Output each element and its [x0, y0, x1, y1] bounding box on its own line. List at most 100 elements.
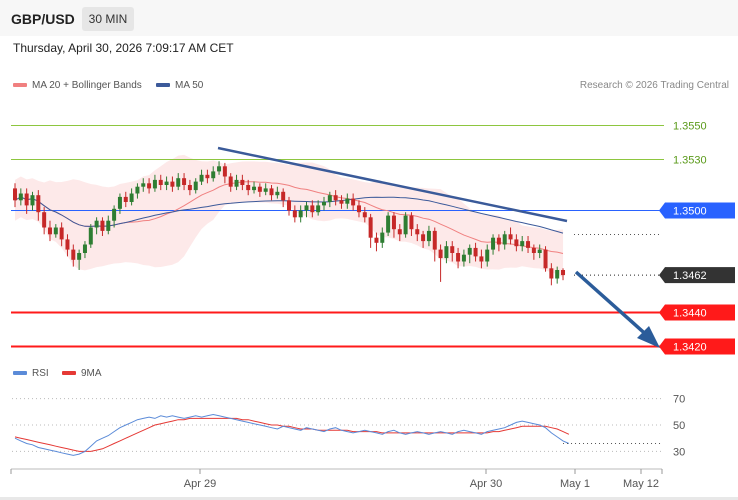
- legend-9ma: 9MA: [62, 368, 102, 379]
- candle-body: [450, 246, 455, 253]
- rsi-panel: 70 50 30: [12, 394, 685, 458]
- candle-body: [129, 193, 134, 202]
- candle-body: [345, 198, 350, 204]
- support-label-pointer-icon: [659, 338, 665, 355]
- candle-body: [269, 188, 274, 196]
- support-label: 1.3440: [673, 308, 707, 320]
- legend-ma20: MA 20 + Bollinger Bands: [13, 80, 142, 91]
- candle-body: [36, 195, 41, 213]
- candle-body: [421, 234, 426, 242]
- candle-body: [246, 185, 251, 191]
- candle-body: [182, 178, 187, 185]
- candle-body: [82, 244, 87, 253]
- x-tick-label: Apr 29: [184, 478, 216, 490]
- candle-body: [164, 181, 169, 185]
- candle-body: [426, 230, 431, 242]
- candle-body: [304, 205, 309, 211]
- candle-body: [380, 232, 385, 243]
- candle-body: [555, 270, 560, 279]
- support-label: 1.3420: [673, 342, 707, 354]
- candle-body: [100, 220, 105, 231]
- candle-body: [240, 179, 245, 185]
- datetime-label: Thursday, April 30, 2026 7:09:17 AM CET: [13, 41, 234, 55]
- candle-body: [444, 246, 449, 259]
- bottom-border: [0, 497, 738, 500]
- resistance-label: 1.3530: [673, 155, 707, 167]
- bollinger-band-layer: [15, 154, 564, 278]
- candle-body: [374, 237, 379, 243]
- candle-body: [257, 186, 262, 192]
- candle-body: [520, 241, 525, 247]
- candle-body: [508, 234, 513, 240]
- pivot-label-box: [665, 202, 735, 219]
- legend-ma50: MA 50: [156, 80, 203, 91]
- candle-body: [287, 200, 292, 211]
- candle-body: [170, 181, 175, 187]
- candle-body: [362, 212, 367, 218]
- candle-body: [205, 174, 210, 179]
- candle-body: [158, 179, 163, 185]
- candle-body: [351, 198, 356, 206]
- candle-body: [135, 186, 140, 194]
- candle-body: [147, 183, 152, 189]
- candle-body: [479, 256, 484, 262]
- candle-body: [199, 174, 204, 182]
- candles-layer: [13, 161, 566, 286]
- trendline: [217, 146, 568, 223]
- candle-body: [316, 205, 321, 213]
- rsi-tick-label: 50: [673, 420, 685, 432]
- candle-body: [491, 237, 496, 250]
- x-tick-label: Apr 30: [470, 478, 502, 490]
- candle-body: [117, 196, 122, 209]
- last-price-label: 1.3462: [673, 270, 707, 282]
- candle-body: [391, 215, 396, 230]
- rsi-legend-label: RSI: [32, 368, 49, 379]
- research-credit: Research © 2026 Trading Central: [579, 80, 729, 91]
- candle-body: [502, 234, 507, 245]
- candle-body: [473, 247, 478, 257]
- candle-body: [386, 215, 391, 233]
- candle-body: [193, 181, 198, 191]
- candle-body: [59, 227, 64, 240]
- candle-body: [461, 254, 466, 262]
- candle-body: [252, 186, 257, 191]
- x-tick-label: May 1: [560, 478, 590, 490]
- candle-body: [438, 249, 443, 259]
- candle-body: [18, 193, 23, 201]
- candle-body: [397, 229, 402, 235]
- ma9-legend-label: 9MA: [81, 368, 102, 379]
- candle-body: [141, 183, 146, 187]
- ma50-swatch-icon: [156, 83, 170, 88]
- support-label-pointer-icon: [659, 304, 665, 321]
- top-bar: GBP/USD 30 MIN: [0, 0, 738, 36]
- candle-body: [281, 191, 286, 201]
- candle-body: [549, 268, 554, 279]
- ma20-swatch-icon: [13, 83, 27, 88]
- ma50-legend-label: MA 50: [175, 80, 204, 91]
- timeframe-button[interactable]: 30 MIN: [82, 7, 134, 31]
- candle-body: [176, 178, 181, 187]
- candle-body: [106, 220, 111, 231]
- candle-body: [356, 205, 361, 213]
- candle-body: [292, 210, 297, 218]
- candle-body: [467, 247, 472, 255]
- candle-body: [77, 253, 82, 260]
- last-price-label-box: [665, 267, 735, 284]
- bollinger-band: [15, 154, 564, 278]
- candle-body: [432, 230, 437, 250]
- candle-body: [65, 239, 70, 250]
- candle-body: [456, 253, 461, 262]
- candle-body: [152, 179, 157, 189]
- candle-body: [228, 176, 233, 187]
- candle-body: [263, 188, 268, 192]
- rsi-swatch-icon: [13, 371, 27, 376]
- last-price-pointer-icon: [659, 267, 665, 284]
- candle-body: [217, 166, 222, 172]
- candle-body: [537, 249, 542, 253]
- candle-body: [47, 227, 52, 235]
- rsi-9ma-line: [14, 417, 570, 452]
- projection-arrowhead-icon: [637, 326, 660, 348]
- candle-body: [24, 193, 29, 206]
- support-label-box: [665, 304, 735, 321]
